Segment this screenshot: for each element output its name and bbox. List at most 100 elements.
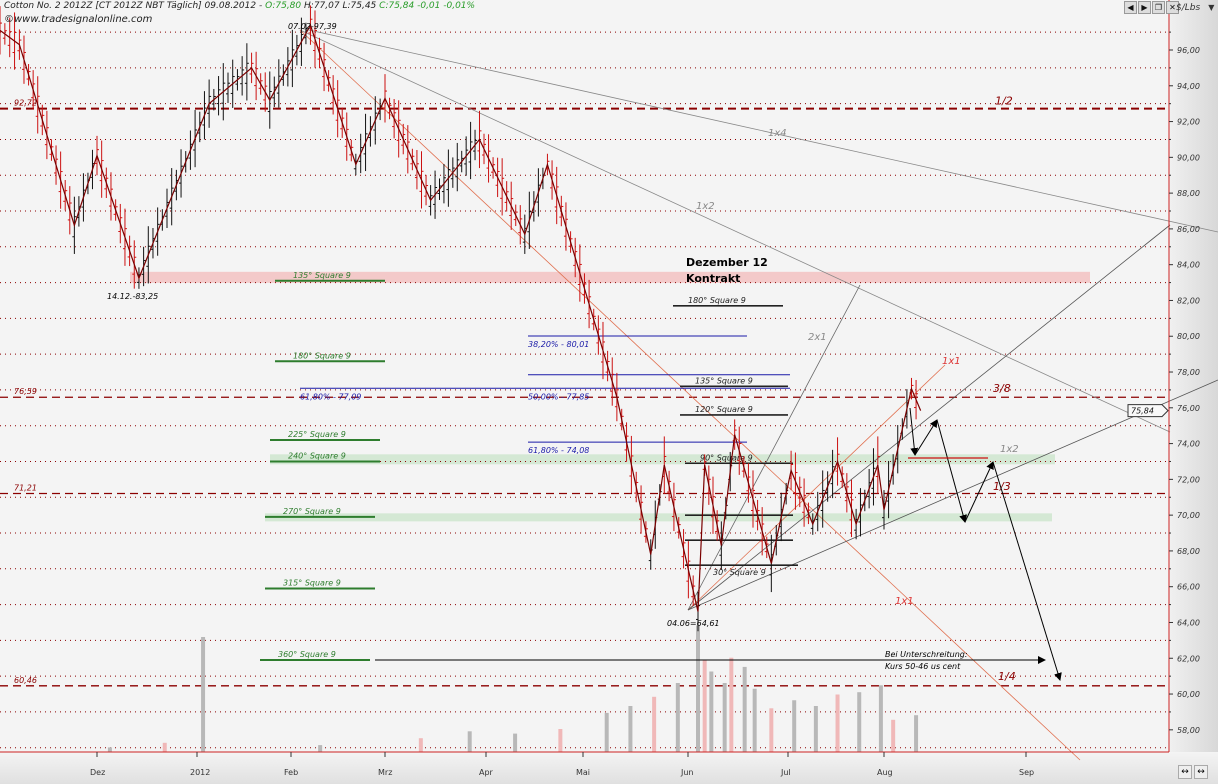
square9-label: 225° Square 9: [288, 430, 346, 439]
square9-label: 30° Square 9: [713, 568, 766, 577]
gann-line: [687, 224, 1171, 611]
volume-bar: [813, 706, 818, 752]
scroll-expand-icon[interactable]: ↔: [1194, 765, 1208, 779]
close-change-value: C:75,84 -0,01 -0,01%: [379, 1, 476, 11]
gann-label: 1x1: [895, 596, 914, 607]
last-price-tag: [1127, 404, 1169, 418]
y-tick-label: 78,00: [1177, 368, 1200, 377]
fibonacci-label: 38,20% - 80,01: [528, 340, 589, 349]
chart-header: Cotton No. 2 2012Z [CT 2012Z NBT Täglich…: [4, 1, 475, 12]
y-tick-label: 80,00: [1177, 332, 1200, 341]
gann-label: 1x4: [768, 128, 787, 139]
volume-bar: [891, 719, 896, 752]
projection-arrow: [914, 419, 938, 456]
volume-bar: [628, 706, 633, 752]
open-value: O:75,80: [265, 1, 302, 11]
projection-arrow: [936, 419, 968, 523]
time-axis-panel[interactable]: [0, 752, 1218, 784]
x-tick-label: Apr: [479, 768, 494, 777]
volume-bar: [652, 696, 657, 752]
y-tick-label: 94,00: [1177, 82, 1200, 91]
volume-bar: [792, 700, 797, 752]
volume-bar: [914, 715, 919, 752]
square9-label: 135° Square 9: [293, 271, 351, 280]
y-tick-label: 64,00: [1177, 618, 1200, 627]
y-tick-label: 58,00: [1177, 726, 1200, 735]
volume-bar: [702, 660, 707, 752]
low-annotation: 14.12.-83,25: [107, 292, 158, 301]
fibonacci-label: 61,80% - 74,08: [528, 446, 589, 455]
volume-bar: [513, 733, 518, 752]
volume-bar: [467, 731, 472, 752]
level-tag: 3/8: [993, 382, 1011, 395]
level-tag: 1/2: [995, 95, 1013, 108]
fibonacci-label: 61,80% - 77,09: [300, 392, 361, 401]
y-tick-label: 74,00: [1177, 440, 1200, 449]
y-tick-label: 70,00: [1177, 511, 1200, 520]
scroll-left-right-icon[interactable]: ↔: [1178, 765, 1192, 779]
square9-band-green: [265, 513, 1052, 522]
volume-bar: [558, 729, 563, 752]
volume-bar: [162, 742, 167, 752]
volume-bar: [878, 685, 883, 752]
y-tick-label: 72,00: [1177, 475, 1200, 484]
volume-bar: [201, 637, 206, 752]
y-tick-label: 88,00: [1177, 189, 1200, 198]
watermark: ©www.tradesignalonline.com: [4, 14, 153, 25]
forward-arrow-icon[interactable]: ▶: [1138, 1, 1151, 14]
volume-bar: [709, 671, 714, 752]
x-tick-label: Feb: [284, 768, 298, 777]
volume-bar: [752, 688, 757, 752]
chevron-down-icon: ▼: [1208, 3, 1215, 12]
gann-line: [687, 364, 946, 611]
gann-label: 1x2: [1000, 444, 1019, 455]
level-tag: 1/4: [998, 670, 1016, 683]
contract-label: Dezember 12: [686, 256, 768, 269]
volume-bar: [418, 738, 423, 752]
contract-label: Kontrakt: [686, 272, 740, 285]
y-tick-label: 84,00: [1177, 261, 1200, 270]
swing-line: [0, 23, 922, 612]
volume-bar: [722, 683, 727, 752]
x-tick-label: Sep: [1019, 768, 1034, 777]
unit-selector[interactable]: $/Lbs ▼: [1176, 3, 1214, 13]
y-tick-label: 92,00: [1177, 118, 1200, 127]
x-tick-label: Mai: [576, 768, 590, 777]
square9-label: 360° Square 9: [278, 650, 336, 659]
x-tick-label: Jul: [780, 768, 791, 777]
square9-label: 135° Square 9: [695, 376, 753, 385]
y-tick-label: 90,00: [1177, 153, 1200, 162]
x-tick-label: Mrz: [378, 768, 392, 777]
y-tick-label: 86,00: [1177, 225, 1200, 234]
level-tag: 1/3: [993, 480, 1011, 493]
gann-label: 2x1: [808, 332, 827, 343]
gann-line: [299, 29, 1081, 761]
volume-bar: [769, 708, 774, 752]
square9-label: 315° Square 9: [283, 578, 341, 587]
scroll-buttons: ↔ ↔: [1178, 765, 1208, 779]
y-tick-label: 60,00: [1177, 690, 1200, 699]
unit-label: $/Lbs: [1176, 3, 1201, 13]
x-tick-label: Jun: [680, 768, 694, 777]
close-icon[interactable]: ✕: [1166, 1, 1179, 14]
note-label: Bei Unterschreitung:: [885, 650, 968, 659]
volume-bar: [742, 666, 747, 752]
low-value: L:75,45: [342, 1, 377, 11]
price-axis-panel[interactable]: [1170, 0, 1218, 752]
x-tick-label: Aug: [877, 768, 893, 777]
fibonacci-label: 50,00% - 77,85: [528, 392, 589, 401]
gann-line: [687, 284, 861, 611]
gann-line: [299, 27, 1218, 233]
low-annotation: 04.06=64,61: [667, 619, 720, 628]
volume-bar: [604, 712, 609, 752]
y-tick-label: 68,00: [1177, 547, 1200, 556]
square9-label: 180° Square 9: [688, 296, 746, 305]
level-label: 92,72: [14, 99, 37, 108]
y-tick-label: 66,00: [1177, 583, 1200, 592]
restore-icon[interactable]: ❐: [1152, 1, 1165, 14]
gann-line: [299, 29, 1171, 433]
back-arrow-icon[interactable]: ◀: [1124, 1, 1137, 14]
volume-bar: [857, 692, 862, 752]
y-tick-label: 82,00: [1177, 296, 1200, 305]
